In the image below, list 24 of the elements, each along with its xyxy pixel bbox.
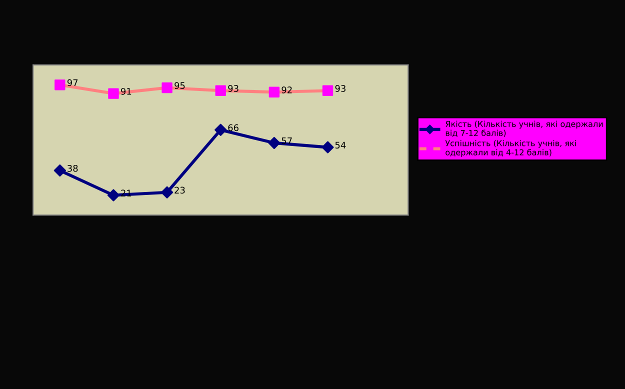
point bbox=[107, 189, 120, 202]
data-label: 97 bbox=[67, 79, 78, 86]
point bbox=[54, 164, 66, 177]
data-label: 23 bbox=[174, 186, 185, 194]
data-label: 93 bbox=[228, 85, 238, 92]
point bbox=[162, 82, 172, 94]
point bbox=[215, 85, 226, 96]
point bbox=[322, 141, 334, 154]
data-label: 93 bbox=[335, 85, 346, 92]
point bbox=[322, 85, 334, 96]
data-label: 54 bbox=[335, 142, 346, 149]
data-label: 66 bbox=[228, 124, 238, 132]
legend-label: Успішність (Кількість учнів, які одержали від 4-12 балів) bbox=[445, 140, 576, 157]
point bbox=[268, 86, 280, 98]
point bbox=[268, 136, 280, 150]
point bbox=[160, 186, 174, 198]
point bbox=[108, 88, 119, 99]
legend-label: Якість (Кількість учнів, які одержали від 7-12 балів) bbox=[446, 120, 603, 138]
point bbox=[214, 124, 227, 136]
data-label: 91 bbox=[120, 88, 132, 95]
point bbox=[54, 79, 66, 90]
data-label: 92 bbox=[282, 86, 292, 94]
data-label: 95 bbox=[174, 82, 185, 89]
data-label: 38 bbox=[68, 164, 78, 172]
